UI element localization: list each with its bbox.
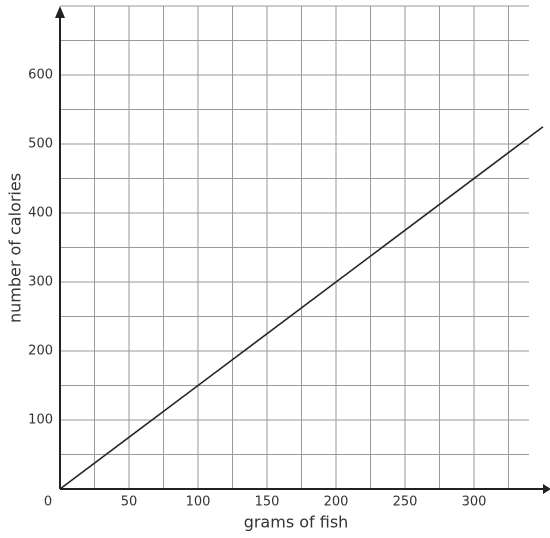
y-tick-label: 500	[28, 137, 53, 152]
x-tick-label: 150	[255, 495, 280, 510]
y-tick-label: 100	[28, 413, 53, 428]
x-axis-label: grams of fish	[244, 513, 349, 532]
x-tick-label: 0	[44, 495, 52, 510]
x-tick-label: 50	[121, 495, 138, 510]
data-line	[59, 126, 544, 490]
y-tick-label: 600	[28, 68, 53, 83]
x-tick-label: 250	[393, 495, 418, 510]
y-axis-label: number of calories	[6, 173, 25, 323]
x-axis-arrow	[543, 484, 550, 494]
y-axis-arrow	[55, 6, 65, 18]
y-tick-label: 200	[28, 344, 53, 359]
x-tick-label: 200	[324, 495, 349, 510]
y-tick-label: 300	[28, 275, 53, 290]
y-tick-label: 400	[28, 206, 53, 221]
x-tick-label: 300	[462, 495, 487, 510]
x-tick-label: 100	[186, 495, 211, 510]
